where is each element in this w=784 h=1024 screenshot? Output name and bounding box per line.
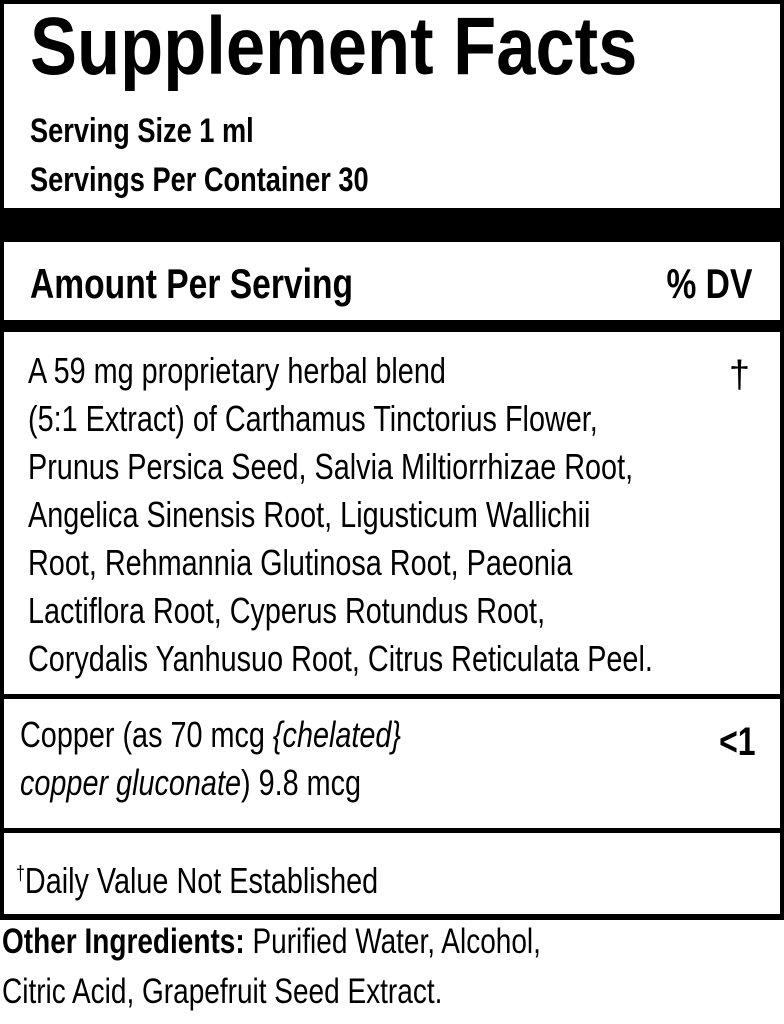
blend-line: Angelica Sinensis Root, Ligusticum Walli… xyxy=(28,494,591,535)
supplement-facts-panel: Supplement Facts Serving Size 1 ml Servi… xyxy=(0,0,784,920)
copper-line-2: copper gluconate) 9.8 mcg xyxy=(20,762,361,804)
amount-per-serving-header: Amount Per Serving xyxy=(30,260,353,307)
serving-size: Serving Size 1 ml xyxy=(30,112,254,150)
other-ingredients-text: Purified Water, Alcohol, xyxy=(244,922,541,961)
dagger-mark: † xyxy=(16,863,25,885)
blend-dv: † xyxy=(728,354,750,396)
footnote: †Daily Value Not Established xyxy=(16,860,378,902)
thin-divider xyxy=(4,694,780,699)
blend-line: Prunus Persica Seed, Salvia Miltiorrhiza… xyxy=(28,446,634,487)
blend-line: Root, Rehmannia Glutinosa Root, Paeonia xyxy=(28,542,573,583)
medium-divider xyxy=(4,320,780,332)
dv-header: % DV xyxy=(666,260,752,307)
copper-source: copper gluconate xyxy=(20,762,241,803)
other-ingredients-line-1: Other Ingredients: Purified Water, Alcoh… xyxy=(2,922,541,962)
copper-dv: <1 xyxy=(719,720,756,764)
blend-line: (5:1 Extract) of Carthamus Tinctorius Fl… xyxy=(28,398,598,439)
other-ingredients-label: Other Ingredients: xyxy=(2,922,245,961)
panel-title: Supplement Facts xyxy=(30,1,638,92)
footnote-text: Daily Value Not Established xyxy=(24,860,379,901)
thin-divider xyxy=(4,828,780,833)
servings-per-container: Servings Per Container 30 xyxy=(30,161,369,199)
copper-line-1: Copper (as 70 mcg {chelated} xyxy=(20,714,401,756)
copper-form: {chelated} xyxy=(272,714,402,755)
copper-text: Copper (as 70 mcg xyxy=(20,714,273,755)
thick-divider xyxy=(4,208,780,242)
other-ingredients-line-2: Citric Acid, Grapefruit Seed Extract. xyxy=(2,972,443,1011)
blend-line: Corydalis Yanhusuo Root, Citrus Reticula… xyxy=(28,638,653,679)
copper-amount: ) 9.8 mcg xyxy=(240,762,362,803)
blend-line: Lactiflora Root, Cyperus Rotundus Root, xyxy=(28,590,546,631)
blend-line: A 59 mg proprietary herbal blend xyxy=(28,350,446,391)
